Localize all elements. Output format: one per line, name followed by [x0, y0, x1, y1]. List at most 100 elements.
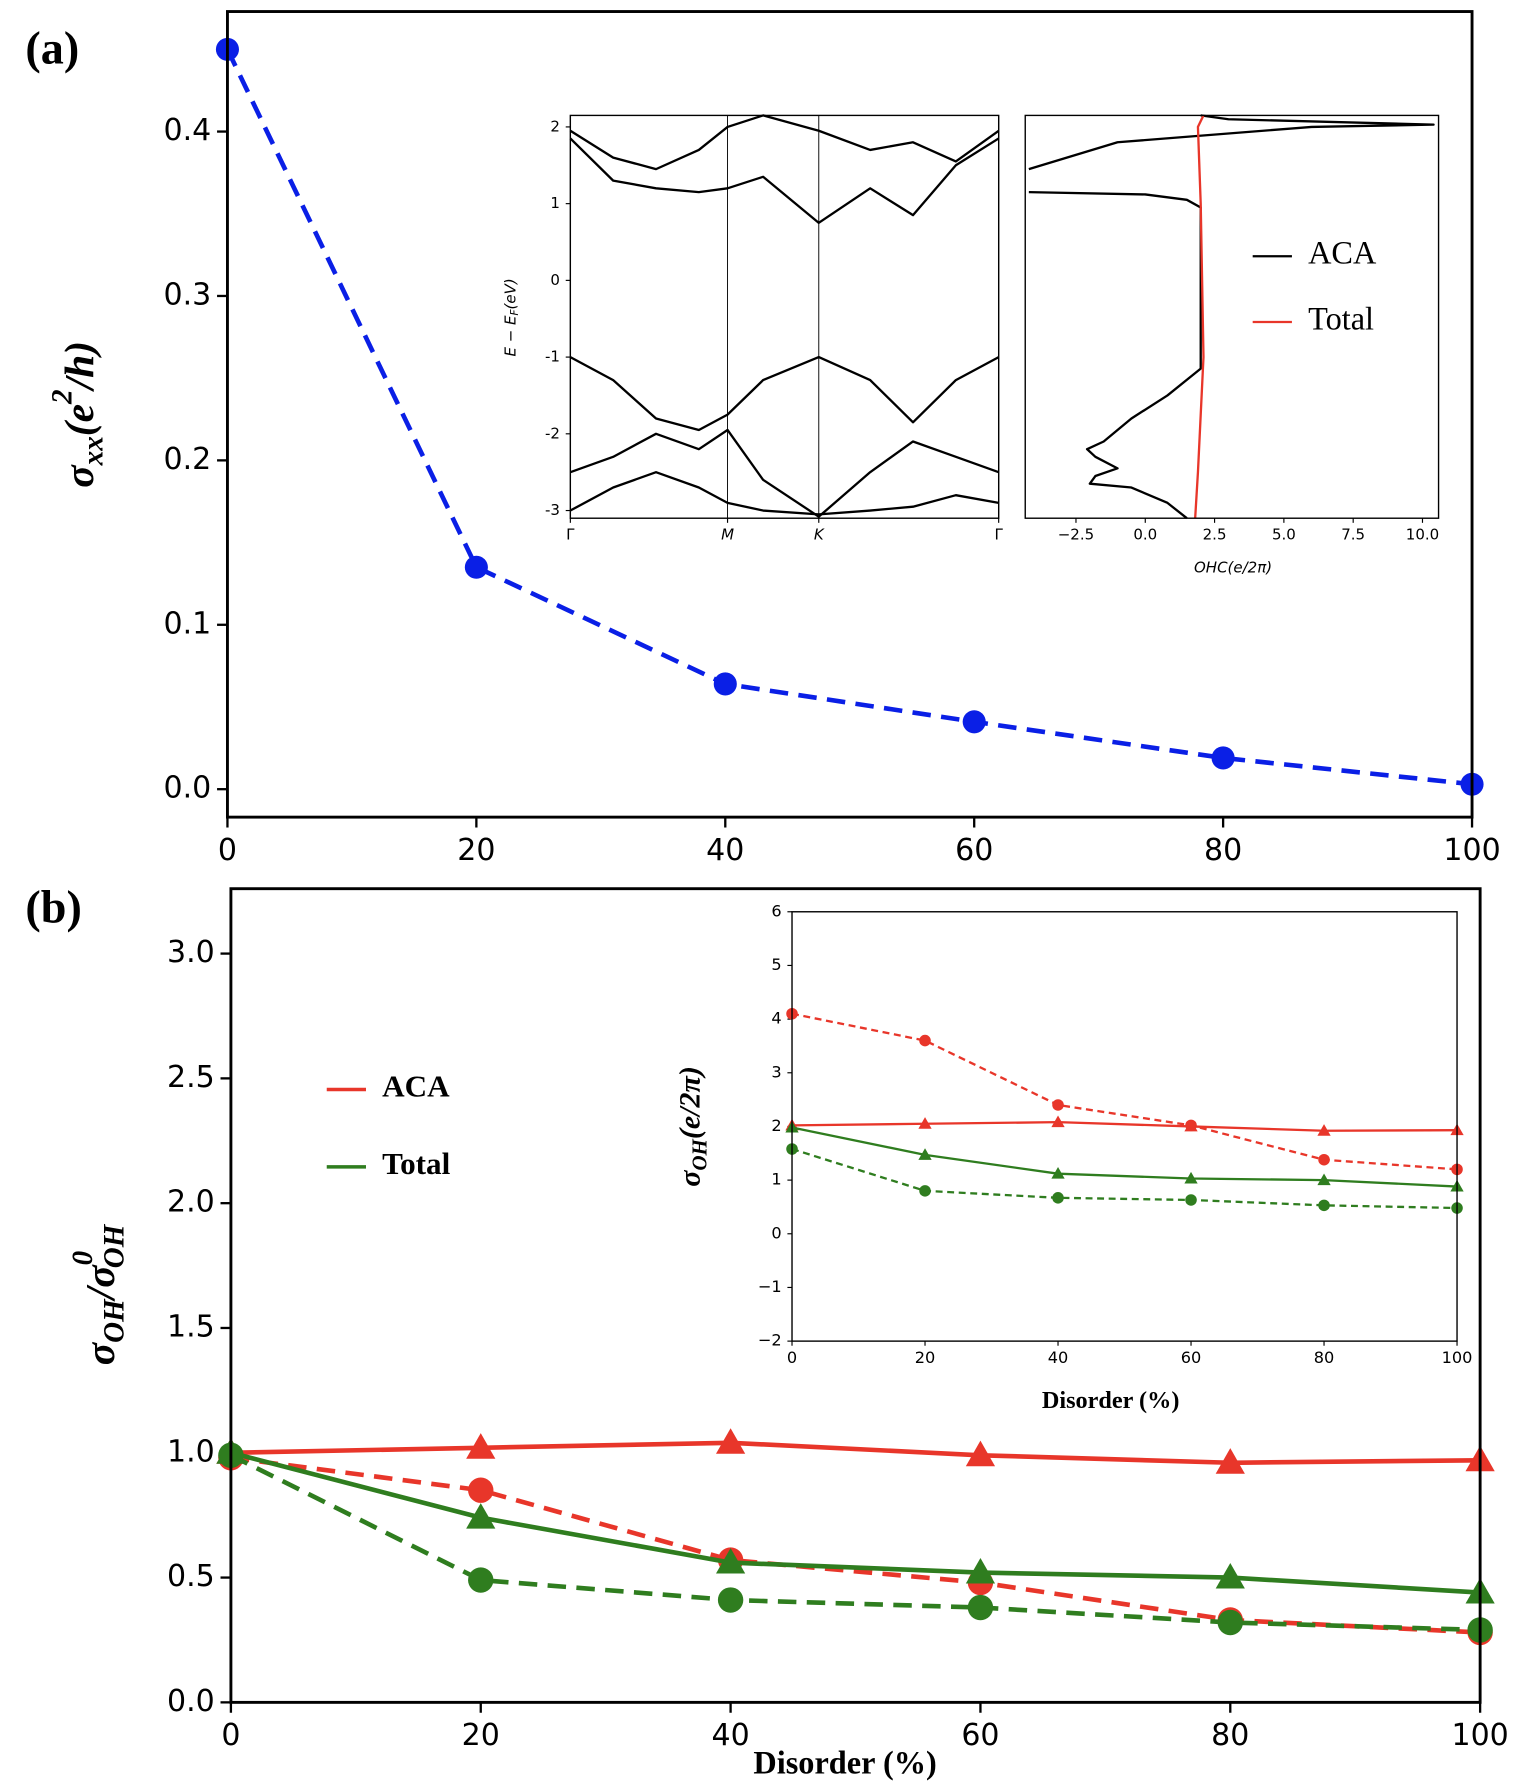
- x-tick-label: 60: [1181, 1348, 1202, 1367]
- plot-area: [792, 911, 1458, 1342]
- y-tick-label: 4: [771, 1009, 781, 1028]
- marker: [466, 1433, 496, 1459]
- marker: [965, 1557, 996, 1584]
- series-line: [569, 428, 1000, 518]
- series-line: [569, 471, 999, 516]
- marker: [965, 1440, 996, 1467]
- plot-area: [1025, 115, 1439, 519]
- series-line: [569, 137, 1000, 224]
- series-line: [1194, 114, 1205, 519]
- x-axis-label: OHC(e/2π): [1194, 558, 1272, 576]
- y-tick-label: 0.2: [164, 442, 212, 477]
- legend-label: ACA: [382, 1069, 450, 1104]
- y-tick-label: 3.0: [167, 935, 215, 970]
- marker: [1318, 1153, 1330, 1166]
- y-tick-label: 0.5: [167, 1559, 215, 1594]
- marker: [468, 1567, 494, 1593]
- axis-label: E − EF(eV): [501, 278, 521, 356]
- y-tick-label: −1: [758, 1277, 782, 1296]
- marker: [466, 1503, 496, 1529]
- series-line: [230, 1450, 1481, 1595]
- label-part: OH: [688, 1138, 712, 1170]
- axes-frame: [229, 887, 1482, 1704]
- series-line: [230, 1440, 1481, 1466]
- marker: [919, 1185, 931, 1197]
- marker: [1052, 1099, 1064, 1111]
- marker: [713, 672, 737, 696]
- x-tick-label: Γ: [566, 525, 575, 543]
- series-line: [229, 1453, 1481, 1633]
- marker: [1215, 1562, 1245, 1589]
- y-tick-label: 0.1: [164, 606, 212, 641]
- y-tick-label: -2: [545, 424, 560, 442]
- marker: [1051, 1167, 1065, 1179]
- label-part: OH: [98, 1223, 130, 1268]
- y-tick-label: 1.0: [167, 1434, 215, 1469]
- x-tick-label: 60: [961, 1718, 999, 1753]
- legend-label: ACA: [1308, 235, 1377, 271]
- plot-area: [570, 115, 999, 519]
- series-line: [791, 1126, 1458, 1188]
- x-axis-label: Disorder (%): [1042, 1387, 1180, 1414]
- label-part: σ: [76, 1341, 122, 1365]
- series-line: [791, 1012, 1458, 1171]
- y-tick-label: -3: [545, 501, 560, 519]
- y-tick-label: 2.5: [167, 1060, 215, 1095]
- y-tick-label: 0.0: [164, 771, 212, 806]
- panel-label: (b): [25, 881, 81, 932]
- x-tick-label: 0: [221, 1718, 240, 1753]
- label-part: F: [509, 308, 521, 315]
- marker: [1217, 1609, 1243, 1636]
- x-axis-label: Disorder (%): [753, 1744, 936, 1780]
- x-tick-label: 0.0: [1133, 525, 1157, 543]
- marker: [715, 1428, 746, 1454]
- y-tick-label: 6: [771, 901, 781, 920]
- axis-label: σxx(e2/h): [46, 341, 109, 488]
- x-tick-label: M: [721, 525, 734, 543]
- axes-frame: [1024, 114, 1440, 519]
- axes-frame: [791, 911, 1458, 1342]
- axis-label: σOH/σ0OH: [67, 1223, 130, 1365]
- y-tick-label: 2: [771, 1116, 781, 1135]
- label-part: (e/2π): [674, 1066, 707, 1139]
- marker: [918, 1148, 932, 1160]
- x-tick-label: 10.0: [1406, 525, 1439, 543]
- y-tick-label: 1.5: [167, 1309, 215, 1344]
- x-tick-label: 40: [1048, 1348, 1069, 1367]
- marker: [1317, 1173, 1331, 1186]
- marker: [717, 1587, 744, 1613]
- marker: [1184, 1171, 1198, 1184]
- axes-frame: [569, 114, 1000, 519]
- x-tick-label: 100: [1442, 1348, 1473, 1367]
- y-tick-label: 5: [771, 955, 781, 974]
- marker: [1318, 1199, 1330, 1212]
- y-tick-label: 2.0: [167, 1185, 215, 1220]
- x-tick-label: 100: [1451, 1718, 1508, 1753]
- series-line: [569, 355, 1000, 432]
- x-tick-label: 7.5: [1341, 525, 1365, 543]
- marker: [468, 1477, 494, 1503]
- x-tick-label: 2.5: [1203, 525, 1227, 543]
- y-tick-label: 1: [550, 194, 560, 212]
- y-tick-label: 0.3: [164, 277, 212, 312]
- label-part: 0: [67, 1250, 99, 1265]
- marker: [1185, 1119, 1197, 1132]
- label-part: (eV): [501, 278, 519, 309]
- marker: [1317, 1124, 1331, 1136]
- x-tick-label: 20: [462, 1718, 500, 1753]
- x-tick-label: 80: [1204, 833, 1242, 868]
- x-tick-label: 40: [711, 1718, 749, 1753]
- axes-frame: [226, 10, 1474, 819]
- y-tick-label: 0: [550, 271, 560, 289]
- panel-label: (a): [25, 23, 79, 74]
- marker: [464, 555, 488, 579]
- legend-label: Total: [382, 1146, 450, 1181]
- marker: [918, 1117, 932, 1129]
- y-tick-label: −2: [758, 1331, 782, 1350]
- axis-label: σOH(e/2π): [674, 1066, 712, 1187]
- y-tick-label: 0: [771, 1223, 781, 1242]
- marker: [919, 1034, 931, 1047]
- y-tick-label: 0.4: [164, 113, 212, 148]
- label-part: E − E: [501, 315, 519, 357]
